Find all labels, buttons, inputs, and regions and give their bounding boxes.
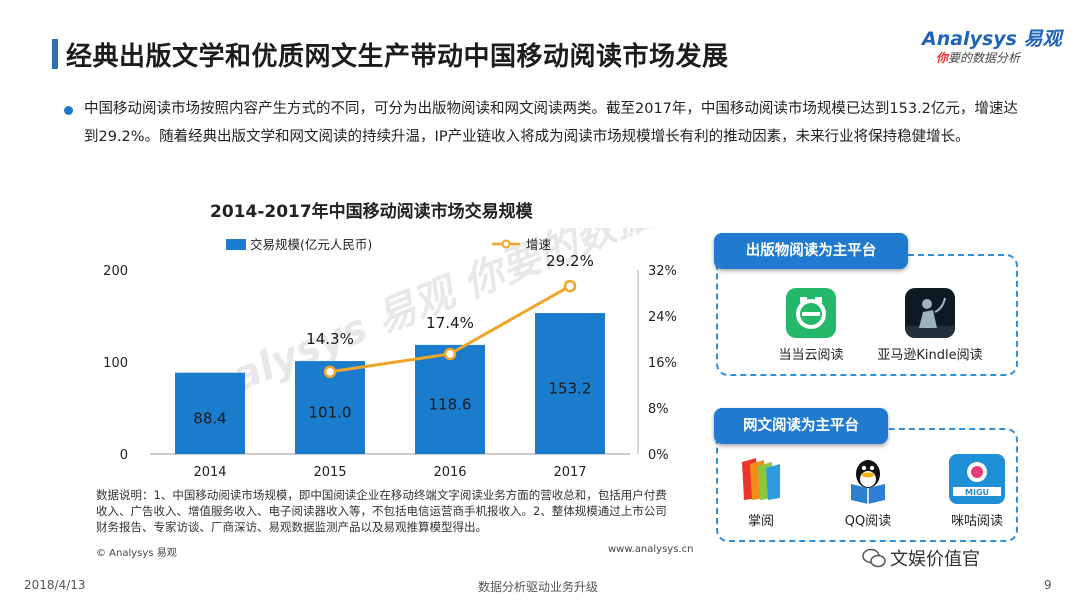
bar-value-label: 118.6 — [429, 395, 472, 413]
ireader-app-icon — [736, 454, 786, 504]
left-tick-label: 0 — [120, 448, 128, 463]
chart-bars — [175, 313, 605, 454]
bar — [415, 344, 485, 454]
migu-app-icon: MIGU — [949, 454, 1005, 504]
right-tick-label: 16% — [648, 356, 677, 371]
publication-panel-label: 出版物阅读为主平台 — [714, 233, 908, 269]
dangdang-app-icon — [786, 288, 836, 338]
app-name: 咪咕阅读 — [950, 514, 1003, 529]
x-tick-label: 2016 — [433, 465, 466, 480]
x-tick-label: 2017 — [553, 465, 586, 480]
app-name: 当当云阅读 — [778, 348, 844, 363]
market-size-chart: Analysys 易观 你要的数据分析 交易规模(亿元人民币) 增速 01002… — [103, 228, 690, 480]
intro-paragraph: 中国移动阅读市场按照内容产生方式的不同，可分为出版物阅读和网文阅读两类。截至20… — [84, 101, 1018, 145]
qq-reader-app-icon — [843, 454, 893, 504]
right-tick-label: 24% — [648, 310, 677, 325]
svg-text:MIGU: MIGU — [965, 488, 989, 497]
x-tick-label: 2015 — [313, 465, 346, 480]
app-ireader[interactable]: 掌阅 — [730, 454, 792, 529]
web-panel-label: 网文阅读为主平台 — [714, 408, 888, 444]
app-name: 亚马逊Kindle阅读 — [877, 348, 983, 363]
kindle-app-icon — [905, 288, 955, 338]
app-name: 掌阅 — [747, 514, 774, 529]
app-dangdang[interactable]: 当当云阅读 — [768, 288, 854, 363]
page-title: 经典出版文学和优质网文生产带动中国移动阅读市场发展 — [66, 42, 729, 72]
left-tick-label: 200 — [103, 264, 128, 279]
growth-value-label: 17.4% — [426, 314, 474, 332]
bullet-icon — [64, 106, 73, 115]
legend-line-label: 增速 — [526, 237, 552, 252]
app-name: QQ阅读 — [844, 514, 892, 529]
chart-title: 2014-2017年中国移动阅读市场交易规模 — [210, 202, 533, 222]
chart-source-left: © Analysys 易观 — [96, 548, 177, 559]
bar-value-label: 88.4 — [193, 409, 226, 427]
bar — [535, 313, 605, 454]
growth-value-label: 14.3% — [306, 330, 354, 348]
chart-source-right: www.analysys.cn — [608, 544, 694, 555]
bar-value-label: 101.0 — [309, 404, 352, 422]
page-number: 9 — [1044, 578, 1052, 592]
legend-bar-swatch — [226, 239, 246, 250]
right-tick-label: 8% — [648, 402, 669, 417]
footer-slogan: 数据分析驱动业务升级 — [478, 580, 599, 594]
right-tick-label: 32% — [648, 264, 677, 279]
analysys-logo: Analysys 易观 你要的数据分析 — [922, 24, 1062, 72]
growth-point — [563, 279, 577, 293]
wechat-icon — [862, 548, 886, 568]
app-qq-reader[interactable]: QQ阅读 — [834, 454, 902, 529]
bar — [175, 372, 245, 454]
growth-value-label: 29.2% — [546, 252, 594, 270]
x-tick-label: 2014 — [193, 465, 226, 480]
footer-date: 2018/4/13 — [24, 578, 86, 592]
legend-bar-label: 交易规模(亿元人民币) — [250, 237, 372, 252]
app-migu[interactable]: MIGU 咪咕阅读 — [940, 454, 1014, 529]
chart-note: 数据说明：1、中国移动阅读市场规模，即中国阅读企业在移动终端文字阅读业务方面的营… — [96, 488, 667, 534]
logo-tagline: 你要的数据分析 — [936, 51, 1021, 65]
growth-point — [443, 347, 457, 361]
growth-line — [323, 279, 577, 379]
wechat-account: 文娱价值官 — [862, 545, 980, 571]
title-accent-bar — [52, 39, 58, 69]
app-kindle[interactable]: 亚马逊Kindle阅读 — [868, 288, 992, 363]
chart-data-labels: 88.4 101.0 118.6 153.2 14.3% 17.4% 29.2% — [193, 252, 594, 427]
chart-legend: 交易规模(亿元人民币) 增速 — [226, 237, 552, 252]
bar-value-label: 153.2 — [549, 380, 592, 398]
right-tick-label: 0% — [648, 448, 669, 463]
logo-brand: Analysys 易观 — [922, 28, 1062, 50]
left-tick-label: 100 — [103, 356, 128, 371]
growth-point — [323, 365, 337, 379]
